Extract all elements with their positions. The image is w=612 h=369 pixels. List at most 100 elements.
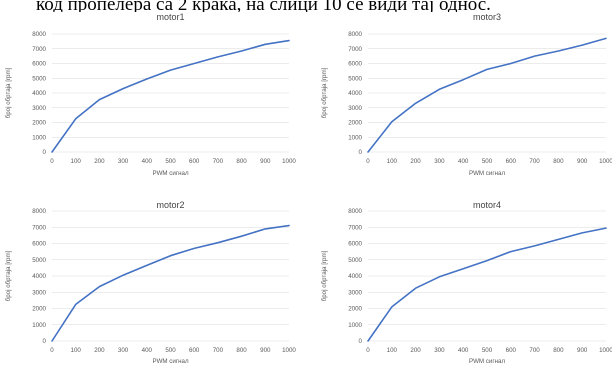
y-tick-label: 7000	[348, 224, 362, 231]
y-axis-label: број обртаја [rpm]	[5, 250, 12, 301]
x-tick-label: 500	[482, 347, 493, 354]
chart-title: motor4	[473, 200, 501, 210]
y-tick-label: 1000	[32, 134, 46, 141]
y-tick-label: 4000	[348, 90, 362, 97]
x-tick-label: 300	[118, 347, 129, 354]
y-tick-label: 0	[43, 338, 47, 345]
x-tick-label: 200	[410, 347, 421, 354]
x-tick-label: 700	[213, 347, 224, 354]
chart-motor2: motor2 0 1000 2000 3000 4000 5000 6000 7000 8000 0…	[5, 200, 296, 365]
series-line	[367, 227, 607, 342]
x-tick-label: 100	[71, 347, 82, 354]
x-tick-label: 0	[50, 347, 54, 354]
y-tick-label: 1000	[32, 322, 46, 329]
x-tick-label: 500	[165, 347, 176, 354]
y-tick-label: 6000	[32, 61, 46, 68]
chart-title: motor3	[473, 12, 501, 22]
x-tick-label: 600	[506, 347, 517, 354]
y-tick-label: 5000	[32, 75, 46, 82]
x-tick-label: 1000	[599, 347, 612, 354]
y-tick-label: 1000	[348, 134, 362, 141]
y-tick-label: 4000	[348, 273, 362, 280]
y-tick-label: 6000	[348, 61, 362, 68]
x-tick-label: 0	[366, 158, 370, 165]
y-tick-label: 6000	[348, 241, 362, 248]
series-line	[51, 39, 290, 153]
x-tick-label: 200	[410, 158, 421, 165]
x-tick-label: 400	[458, 347, 469, 354]
y-tick-label: 2000	[32, 120, 46, 127]
y-tick-label: 8000	[348, 31, 362, 38]
header-text: код пропелера са 2 крака, на слици 10 се…	[36, 0, 491, 12]
series-line	[51, 224, 290, 342]
x-tick-label: 0	[366, 347, 370, 354]
y-tick-label: 8000	[348, 208, 362, 215]
x-tick-label: 300	[434, 347, 445, 354]
y-tick-label: 4000	[32, 273, 46, 280]
y-tick-label: 1000	[348, 322, 362, 329]
y-tick-label: 6000	[32, 241, 46, 248]
y-tick-label: 0	[359, 338, 363, 345]
x-tick-label: 0	[50, 158, 54, 165]
x-tick-label: 900	[577, 347, 588, 354]
chart-title: motor1	[156, 12, 184, 22]
x-axis-label: PWM сигнал	[469, 170, 506, 177]
y-tick-label: 4000	[32, 90, 46, 97]
series-line	[367, 37, 607, 153]
x-tick-label: 1000	[599, 158, 612, 165]
y-tick-label: 7000	[32, 224, 46, 231]
x-tick-label: 200	[94, 158, 105, 165]
chart-motor3: motor3 0 1000 2000 3000 4000 5000 6000 7000 8000 0…	[321, 12, 612, 177]
x-tick-label: 100	[71, 158, 82, 165]
x-tick-label: 800	[236, 158, 247, 165]
x-tick-label: 400	[142, 347, 153, 354]
x-tick-label: 600	[506, 158, 517, 165]
x-tick-label: 400	[142, 158, 153, 165]
y-tick-label: 7000	[348, 46, 362, 53]
x-axis-label: PWM сигнал	[469, 358, 506, 365]
y-tick-label: 3000	[32, 105, 46, 112]
x-tick-label: 600	[189, 158, 200, 165]
y-tick-label: 2000	[348, 120, 362, 127]
y-tick-label: 5000	[32, 257, 46, 264]
y-tick-label: 8000	[32, 31, 46, 38]
y-tick-label: 5000	[348, 75, 362, 82]
x-tick-label: 800	[236, 347, 247, 354]
y-tick-label: 2000	[32, 306, 46, 313]
y-tick-label: 7000	[32, 46, 46, 53]
x-tick-label: 800	[553, 347, 564, 354]
x-tick-label: 600	[189, 347, 200, 354]
x-tick-label: 100	[387, 158, 398, 165]
y-tick-label: 3000	[32, 289, 46, 296]
x-tick-label: 100	[387, 347, 398, 354]
x-tick-label: 1000	[282, 158, 296, 165]
x-tick-label: 800	[553, 158, 564, 165]
chart-motor4: motor4 0 1000 2000 3000 4000 5000 6000 7000 8000 0…	[321, 200, 612, 365]
y-axis-label: број обртаја [rpm]	[321, 250, 328, 301]
x-tick-label: 700	[529, 158, 540, 165]
chart-title: motor2	[156, 200, 184, 210]
x-tick-label: 1000	[282, 347, 296, 354]
x-tick-label: 300	[434, 158, 445, 165]
y-tick-label: 0	[43, 149, 47, 156]
y-tick-label: 5000	[348, 257, 362, 264]
x-tick-label: 300	[118, 158, 129, 165]
y-tick-label: 3000	[348, 105, 362, 112]
y-tick-label: 2000	[348, 306, 362, 313]
chart-motor1: motor1 0 1000 2000 3000 4000 5000 6000 7000 8000 0…	[5, 12, 296, 177]
x-axis-label: PWM сигнал	[152, 170, 189, 177]
x-tick-label: 500	[482, 158, 493, 165]
x-axis-label: PWM сигнал	[152, 358, 189, 365]
y-tick-label: 8000	[32, 208, 46, 215]
y-axis-label: број обртаја [rpm]	[5, 67, 12, 118]
y-tick-label: 3000	[348, 289, 362, 296]
x-tick-label: 200	[94, 347, 105, 354]
x-tick-label: 700	[213, 158, 224, 165]
x-tick-label: 900	[260, 347, 271, 354]
x-tick-label: 700	[529, 347, 540, 354]
x-tick-label: 400	[458, 158, 469, 165]
x-tick-label: 500	[165, 158, 176, 165]
x-tick-label: 900	[577, 158, 588, 165]
y-axis-label: број обртаја [rpm]	[321, 67, 328, 118]
x-tick-label: 900	[260, 158, 271, 165]
